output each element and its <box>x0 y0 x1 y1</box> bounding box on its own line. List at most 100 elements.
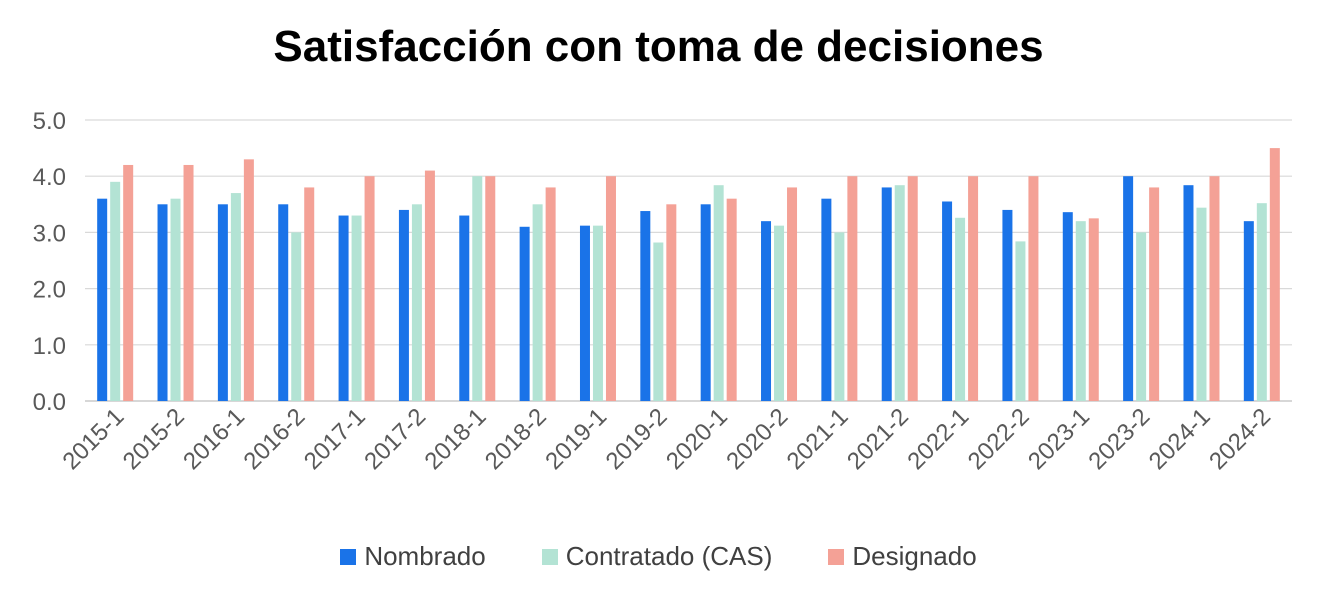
bar-designado-2019-2 <box>666 204 677 401</box>
legend: Nombrado Contratado (CAS) Designado <box>0 541 1317 572</box>
x-tick-label: 2015-2 <box>118 403 190 475</box>
legend-item: Contratado (CAS) <box>541 541 773 572</box>
x-tick-label: 2016-1 <box>178 403 250 475</box>
bar-designado-2021-2 <box>907 176 918 401</box>
legend-label: Nombrado <box>364 541 486 571</box>
bar-designado-2024-1 <box>1209 176 1220 401</box>
bar-nombrado-2023-2 <box>1123 176 1134 401</box>
bar-designado-2023-1 <box>1088 218 1099 401</box>
bar-contratado-cas-2017-2 <box>411 204 422 401</box>
x-tick-label: 2023-2 <box>1083 403 1155 475</box>
bar-contratado-cas-2016-2 <box>291 232 302 401</box>
bar-contratado-cas-2020-2 <box>774 225 785 401</box>
bar-designado-2020-2 <box>787 187 798 401</box>
bar-nombrado-2022-1 <box>942 201 953 401</box>
x-tick-label: 2022-2 <box>963 403 1035 475</box>
bar-nombrado-2018-2 <box>519 226 530 401</box>
bar-contratado-cas-2024-2 <box>1256 203 1267 401</box>
bar-contratado-cas-2020-1 <box>713 185 724 401</box>
y-tick-label: 5.0 <box>33 108 66 135</box>
bar-nombrado-2016-1 <box>217 204 228 401</box>
x-tick-label: 2016-2 <box>239 403 311 475</box>
bar-nombrado-2024-2 <box>1243 221 1254 401</box>
legend-swatch <box>340 548 357 565</box>
bar-nombrado-2019-2 <box>640 211 651 401</box>
bar-nombrado-2021-1 <box>821 198 832 401</box>
legend-label: Contratado (CAS) <box>565 541 773 571</box>
x-tick-label: 2021-1 <box>782 403 854 475</box>
bar-contratado-cas-2015-1 <box>110 181 121 401</box>
x-tick-label: 2023-1 <box>1023 403 1095 475</box>
x-tick-label: 2015-1 <box>57 403 129 475</box>
legend-swatch <box>541 548 558 565</box>
gridlines <box>85 119 1292 402</box>
y-tick-label: 1.0 <box>33 333 66 360</box>
legend-swatch <box>828 548 845 565</box>
bar-designado-2019-1 <box>605 176 616 401</box>
bar-contratado-cas-2019-2 <box>653 242 664 401</box>
y-tick-label: 3.0 <box>33 220 66 247</box>
bar-contratado-cas-2017-1 <box>351 215 362 401</box>
bar-nombrado-2018-1 <box>459 215 470 401</box>
chart-title: Satisfacción con toma de decisiones <box>273 22 1044 71</box>
bar-contratado-cas-2023-2 <box>1136 232 1147 401</box>
x-tick-label: 2024-1 <box>1144 403 1216 475</box>
bar-designado-2015-1 <box>123 164 134 401</box>
bar-nombrado-2024-1 <box>1183 185 1194 401</box>
legend-item: Designado <box>828 541 977 572</box>
legend-item: Nombrado <box>340 541 486 572</box>
bar-contratado-cas-2022-2 <box>1015 241 1026 401</box>
bar-designado-2024-2 <box>1269 148 1280 401</box>
bar-designado-2022-1 <box>968 176 979 401</box>
bar-designado-2022-2 <box>1028 176 1039 401</box>
y-axis-ticks: 0.0 1.0 2.0 3.0 4.0 5.0 <box>33 108 66 416</box>
bar-nombrado-2017-2 <box>398 209 409 401</box>
y-tick-label: 4.0 <box>33 164 66 191</box>
bar-nombrado-2022-2 <box>1002 209 1013 401</box>
bar-nombrado-2016-2 <box>278 204 289 401</box>
legend-label: Designado <box>852 541 977 571</box>
x-tick-label: 2020-1 <box>661 403 733 475</box>
bar-contratado-cas-2016-1 <box>230 193 241 401</box>
bar-designado-2015-2 <box>183 164 194 401</box>
bars <box>97 148 1280 401</box>
bar-nombrado-2015-1 <box>97 198 108 401</box>
bar-nombrado-2021-2 <box>881 187 892 401</box>
bar-designado-2017-1 <box>364 176 375 401</box>
bar-contratado-cas-2018-2 <box>532 204 543 401</box>
bar-designado-2016-1 <box>243 159 254 401</box>
bar-contratado-cas-2023-1 <box>1075 221 1086 401</box>
x-tick-label: 2017-1 <box>299 403 371 475</box>
x-tick-label: 2017-2 <box>359 403 431 475</box>
x-tick-label: 2021-2 <box>842 403 914 475</box>
bar-contratado-cas-2021-2 <box>894 185 905 401</box>
bar-designado-2021-1 <box>847 176 858 401</box>
bar-contratado-cas-2019-1 <box>592 225 603 401</box>
bar-designado-2018-2 <box>545 187 556 401</box>
y-tick-label: 2.0 <box>33 277 66 304</box>
x-tick-label: 2020-2 <box>721 403 793 475</box>
x-tick-label: 2018-1 <box>420 403 492 475</box>
bar-nombrado-2015-2 <box>157 204 168 401</box>
bar-contratado-cas-2018-1 <box>472 176 483 401</box>
bar-designado-2016-2 <box>304 187 315 401</box>
bar-nombrado-2020-1 <box>700 204 711 401</box>
bar-designado-2018-1 <box>485 176 496 401</box>
y-tick-label: 0.0 <box>33 389 66 416</box>
bar-designado-2017-2 <box>424 170 435 401</box>
x-tick-label: 2024-2 <box>1204 403 1276 475</box>
bar-nombrado-2019-1 <box>579 225 590 401</box>
x-tick-label: 2022-1 <box>902 403 974 475</box>
bar-nombrado-2020-2 <box>761 221 772 401</box>
x-tick-label: 2019-1 <box>540 403 612 475</box>
x-tick-label: 2019-2 <box>601 403 673 475</box>
bar-contratado-cas-2021-1 <box>834 232 845 401</box>
bar-designado-2023-2 <box>1149 187 1160 401</box>
bar-designado-2020-1 <box>726 198 737 401</box>
x-axis-ticks: 2015-12015-22016-12016-22017-12017-22018… <box>57 403 1276 475</box>
bar-contratado-cas-2015-2 <box>170 198 181 401</box>
bar-nombrado-2017-1 <box>338 215 349 401</box>
bar-contratado-cas-2022-1 <box>955 217 966 401</box>
bar-nombrado-2023-1 <box>1062 212 1073 401</box>
